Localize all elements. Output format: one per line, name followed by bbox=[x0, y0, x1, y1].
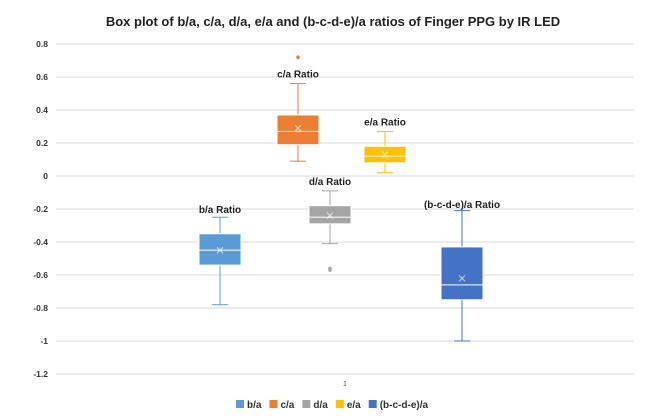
box-b-c-d-e-a bbox=[440, 210, 484, 342]
y-tick-label: -0.2 bbox=[33, 204, 48, 214]
box-d-a bbox=[308, 190, 352, 272]
series-annotation-label: e/a Ratio bbox=[364, 118, 406, 129]
chart-title: Box plot of b/a, c/a, d/a, e/a and (b-c-… bbox=[106, 14, 560, 29]
mean-marker bbox=[216, 246, 224, 254]
box-iqr bbox=[308, 205, 352, 225]
legend-swatch bbox=[368, 400, 377, 408]
mean-marker bbox=[381, 151, 389, 158]
gridlines bbox=[56, 43, 634, 375]
y-tick-label: 0 bbox=[43, 171, 48, 181]
box-e-a bbox=[363, 130, 407, 174]
legend: b/a c/a d/a e/a (b-c-d-e)/a bbox=[236, 400, 428, 411]
legend-item: e/a bbox=[335, 400, 361, 411]
legend-label: e/a bbox=[347, 400, 361, 411]
mean-marker bbox=[294, 124, 302, 132]
y-tick-label: -0.6 bbox=[33, 270, 48, 280]
legend-label: b/a bbox=[247, 400, 262, 411]
legend-label: d/a bbox=[313, 400, 328, 411]
y-tick-label: 0.8 bbox=[36, 39, 48, 49]
y-tick-label: -0.8 bbox=[33, 303, 48, 313]
legend-swatch bbox=[302, 400, 311, 408]
box-iqr bbox=[440, 246, 484, 301]
series-annotation-label: c/a Ratio bbox=[277, 70, 319, 81]
legend-item: b/a bbox=[236, 400, 262, 411]
outlier-point bbox=[328, 268, 332, 272]
box-iqr bbox=[276, 114, 320, 146]
series-annotations: b/a Ratio c/a Ratio d/a Ratio e/a Ratio (b-c… bbox=[199, 70, 500, 216]
y-tick-label: -0.4 bbox=[33, 237, 48, 247]
outlier-point bbox=[296, 55, 300, 59]
y-tick-label: 0.2 bbox=[36, 138, 48, 148]
legend-swatch bbox=[335, 400, 344, 408]
box-series bbox=[198, 55, 484, 342]
series-annotation-label: b/a Ratio bbox=[199, 205, 241, 216]
y-tick-label: -1 bbox=[40, 336, 48, 346]
box-iqr bbox=[198, 233, 242, 266]
y-tick-label: -1.2 bbox=[33, 369, 48, 379]
y-axis-tick-labels: 0.8 0.6 0.4 0.2 0 -0.2 -0.4 -0.6 -0.8 -1 -1.2 bbox=[33, 39, 48, 379]
legend-item: d/a bbox=[302, 400, 328, 411]
y-tick-label: 0.4 bbox=[36, 105, 48, 115]
y-tick-label: 0.6 bbox=[36, 72, 48, 82]
x-axis-category-label: 1 bbox=[343, 381, 347, 388]
legend-item: (b-c-d-e)/a bbox=[368, 400, 429, 411]
box-b-a bbox=[198, 216, 242, 306]
mean-marker bbox=[458, 274, 466, 282]
legend-swatch bbox=[269, 400, 278, 408]
series-annotation-label: d/a Ratio bbox=[309, 177, 351, 188]
legend-swatch bbox=[236, 400, 244, 408]
box-c-a bbox=[276, 55, 320, 162]
legend-label: (b-c-d-e)/a bbox=[380, 400, 429, 411]
legend-item: c/a bbox=[269, 400, 295, 411]
legend-label: c/a bbox=[280, 400, 294, 411]
mean-marker bbox=[326, 212, 334, 219]
series-annotation-label: (b-c-d-e)/a Ratio bbox=[424, 200, 500, 211]
